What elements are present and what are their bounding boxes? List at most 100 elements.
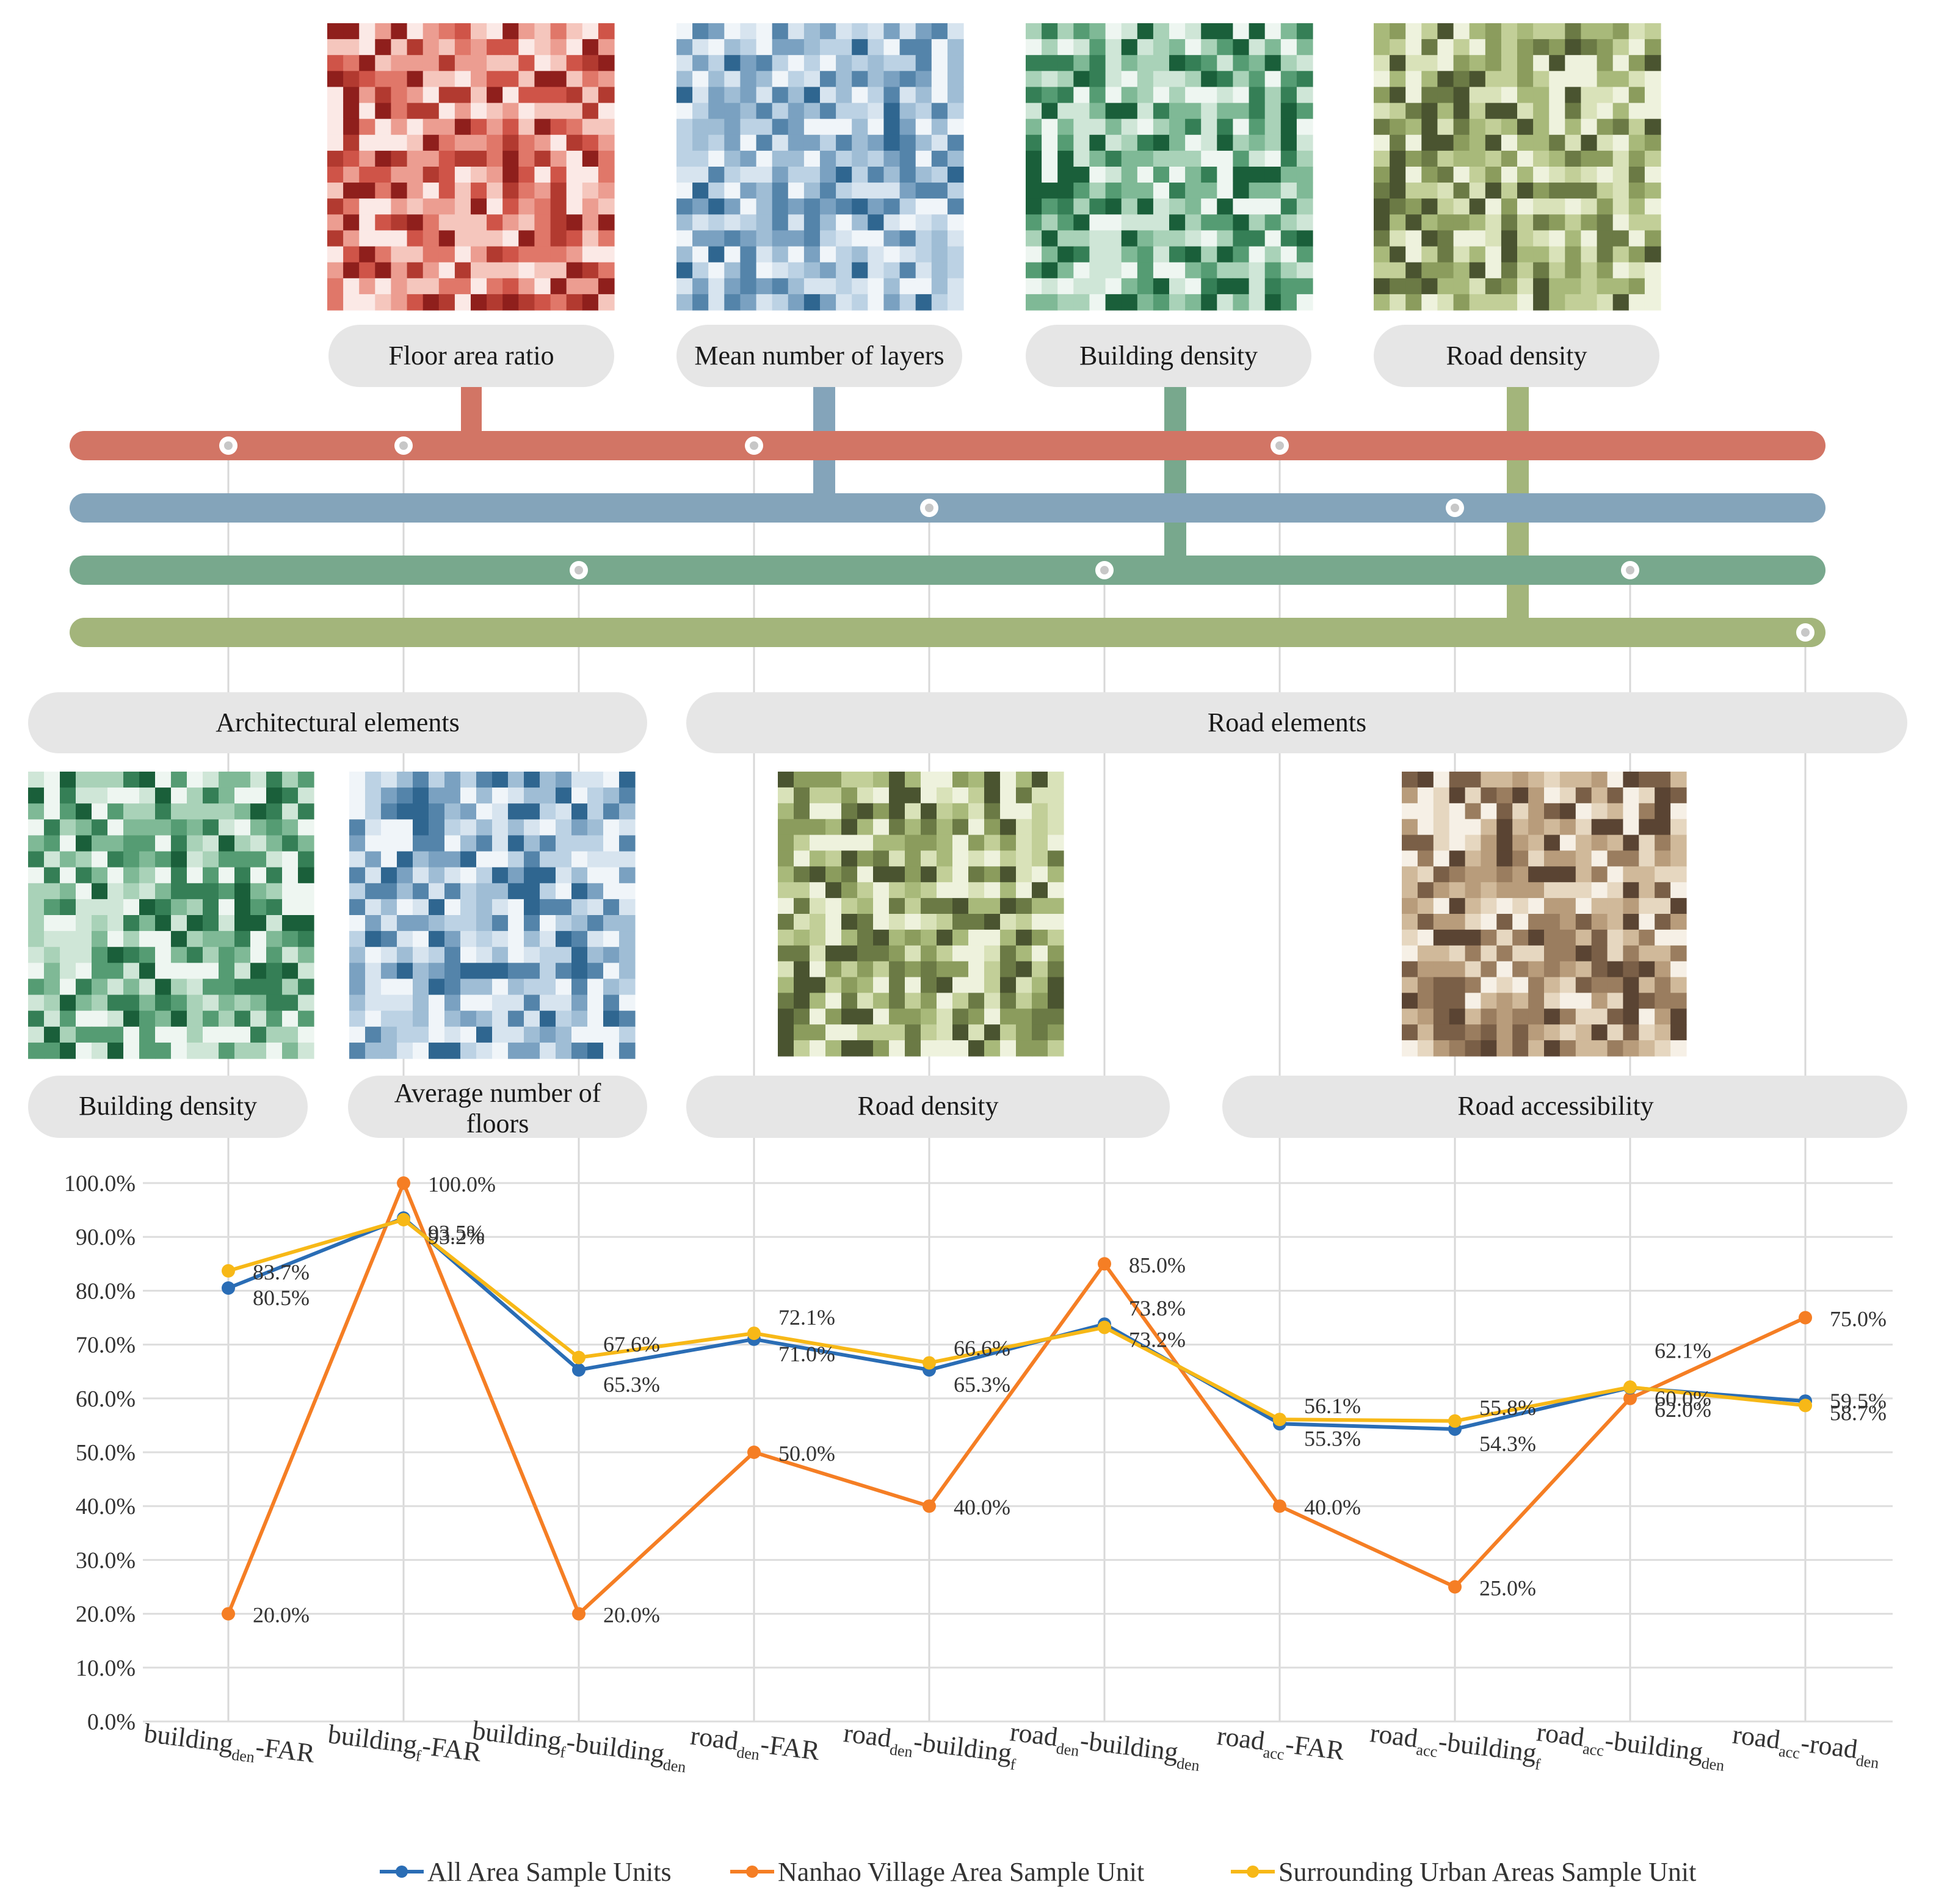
heatmap-cell: [171, 947, 187, 963]
heatmap-cell: [1249, 278, 1266, 295]
heatmap-cell: [476, 883, 493, 900]
heatmap-cell: [1437, 278, 1454, 295]
heatmap-cell: [1607, 945, 1624, 962]
heatmap-cell: [438, 103, 455, 120]
y-tick-label: 60.0%: [76, 1386, 136, 1412]
heatmap-cell: [889, 866, 905, 883]
heatmap-cell: [708, 246, 725, 263]
heatmap-cell: [349, 883, 366, 900]
heatmap-cell: [1565, 39, 1581, 56]
heatmap-cell: [598, 246, 615, 263]
heatmap-cell: [327, 167, 344, 183]
heatmap-cell: [1469, 150, 1486, 167]
heatmap-cell: [171, 819, 187, 836]
heatmap-cell: [1026, 118, 1042, 136]
heatmap-cell: [266, 994, 283, 1012]
heatmap-cell: [1073, 150, 1090, 167]
heatmap-cell: [1644, 55, 1661, 71]
heatmap-cell: [1607, 834, 1624, 852]
heatmap-cell: [825, 819, 842, 836]
heatmap-cell: [107, 1010, 124, 1027]
heatmap-cell: [1512, 866, 1529, 883]
heatmap-cell: [836, 214, 852, 231]
heatmap-cell: [107, 994, 124, 1012]
heatmap-cell: [1591, 787, 1608, 804]
heatmap-cell: [1217, 103, 1233, 120]
heatmap-cell: [171, 835, 187, 852]
heatmap-cell: [947, 167, 964, 183]
heatmap-cell: [518, 183, 535, 199]
heatmap-cell: [1185, 198, 1202, 215]
heatmap-cell: [460, 835, 477, 852]
heatmap-cell: [1089, 103, 1106, 120]
heatmap-cell: [460, 931, 477, 947]
heatmap-cell: [1453, 294, 1470, 311]
heatmap-cell: [947, 262, 964, 279]
heatmap-cell: [947, 294, 964, 311]
heatmap-cell: [899, 39, 916, 56]
heatmap-cell: [857, 882, 874, 899]
heatmap-cell: [825, 850, 842, 867]
heatmap-cell: [778, 882, 794, 899]
heatmap-cell: [1453, 87, 1470, 104]
heatmap-cell: [1437, 150, 1454, 167]
heatmap-cell: [1121, 198, 1138, 215]
heatmap-cell: [550, 150, 567, 167]
heatmap-cell: [1016, 772, 1032, 788]
road-elements-label: Road elements: [1208, 708, 1366, 737]
heatmap-cell: [524, 819, 540, 836]
heatmap-cell: [76, 851, 92, 868]
heatmap-cell: [139, 772, 156, 788]
heatmap-cell: [1280, 150, 1297, 167]
series-line: [228, 1218, 1806, 1423]
bdensity-drop: [1164, 387, 1186, 558]
heatmap-cell: [1565, 183, 1581, 199]
heatmap-cell: [1073, 167, 1090, 183]
heatmap-cell: [852, 214, 868, 231]
heatmap-cell: [772, 230, 789, 247]
heatmap-cell: [915, 118, 932, 136]
heatmap-cell: [1644, 214, 1661, 231]
heatmap-cell: [1264, 87, 1282, 104]
heatmap-cell: [968, 1008, 985, 1025]
heatmap-cell: [921, 803, 937, 820]
heatmap-cell: [60, 835, 76, 852]
heatmap-cell: [123, 867, 140, 884]
heatmap-cell: [598, 278, 615, 295]
heatmap-cell: [343, 246, 360, 263]
heatmap-cell: [534, 118, 551, 136]
heatmap-cell: [1296, 55, 1313, 71]
heatmap-cell: [250, 1010, 267, 1027]
heatmap-cell: [883, 198, 901, 215]
heatmap-cell: [1559, 803, 1576, 820]
heatmap-cell: [460, 883, 477, 900]
heatmap-cell: [1280, 214, 1297, 231]
heatmap-cell: [397, 1010, 413, 1027]
heatmap-cell: [1591, 993, 1608, 1009]
heatmap-cell: [857, 819, 874, 836]
heatmap-cell: [1639, 1040, 1655, 1057]
heatmap-cell: [937, 945, 953, 962]
heatmap-cell: [359, 134, 375, 151]
heatmap-cell: [476, 772, 493, 788]
heatmap-cell: [1042, 23, 1058, 40]
heatmap-cell: [1000, 866, 1017, 883]
heatmap-cell: [571, 994, 588, 1012]
heatmap-cell: [772, 134, 789, 151]
heatmap-cell: [1201, 262, 1217, 279]
heatmap-cell: [391, 23, 408, 40]
heatmap-cell: [1581, 55, 1598, 71]
heatmap-cell: [1105, 150, 1122, 167]
heatmap-cell: [1026, 278, 1042, 295]
heatmap-cell: [1048, 1024, 1064, 1041]
heatmap-cell: [76, 803, 92, 820]
heatmap-cell: [343, 230, 360, 247]
heatmap-cell: [740, 71, 757, 87]
heatmap-cell: [556, 803, 572, 820]
heatmap-cell: [534, 294, 551, 311]
heatmap-cell: [1496, 898, 1513, 914]
heatmap-cell: [92, 1010, 108, 1027]
heatmap-cell: [968, 772, 985, 788]
heatmap-cell: [852, 183, 868, 199]
heatmap-cell: [1453, 23, 1470, 40]
